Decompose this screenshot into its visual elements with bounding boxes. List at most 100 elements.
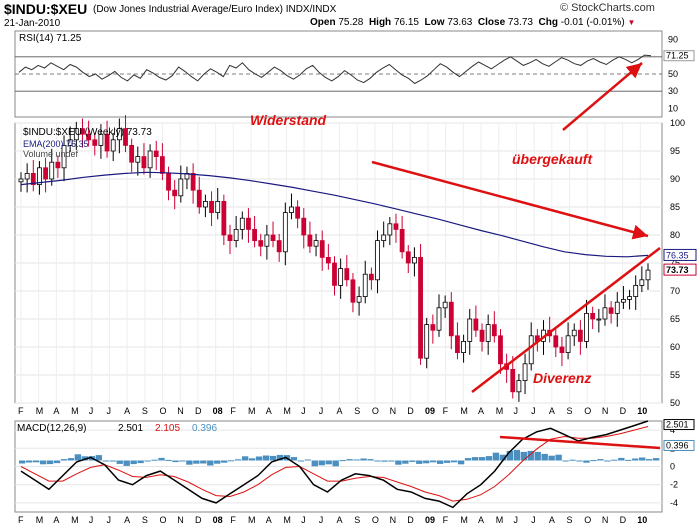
macd-x-tick-label: S [354, 515, 360, 525]
price-x-tick-label: N [177, 406, 184, 416]
candle-body [227, 234, 233, 241]
price-x-tick-label: J [513, 406, 518, 416]
macd-x-tick-label: A [337, 515, 343, 525]
macd-x-tick-label: S [567, 515, 573, 525]
macd-x-tick-label: F [18, 515, 24, 525]
macd-histogram-bar [395, 460, 402, 465]
candle-body [221, 200, 227, 236]
price-tick-label: 100 [670, 118, 685, 128]
macd-legend-name: MACD(12,26,9) [17, 423, 86, 434]
candle-body [129, 144, 135, 163]
macd-histogram-bar [555, 454, 562, 461]
stockcharts-logo: © StockCharts.com [560, 2, 655, 14]
candle-body [405, 251, 411, 264]
macd-histogram-bar [388, 460, 395, 462]
candle-body [123, 128, 128, 146]
macd-histogram-bar [95, 455, 102, 461]
macd-histogram-bar [639, 457, 646, 461]
candle-body [147, 150, 153, 169]
candle-body [18, 178, 24, 183]
candle-body [553, 335, 559, 348]
candle-body [516, 380, 522, 393]
price-x-tick-label: O [584, 406, 591, 416]
price-tick-label: 90 [670, 174, 680, 184]
macd-x-tick-label: O [160, 515, 167, 525]
macd-legend-hist: 0.396 [192, 423, 217, 434]
macd-histogram-bar [423, 460, 430, 464]
candle-body [233, 228, 239, 241]
price-legend-volume: Volume undef [23, 149, 79, 159]
macd-histogram-bar [402, 460, 409, 464]
price-x-tick-label: J [301, 406, 306, 416]
candle-body [368, 273, 374, 281]
candle-body [338, 268, 344, 286]
chart-symbol: $INDU:$XEU [4, 1, 88, 17]
candle-body [141, 156, 147, 169]
macd-histogram-bar [193, 460, 200, 464]
macd-x-tick-label: N [602, 515, 609, 525]
price-tick-label: 70 [670, 286, 680, 296]
macd-x-tick-label: A [266, 515, 272, 525]
open-value: 75.28 [338, 17, 364, 28]
candle-body [577, 329, 583, 342]
annotation-diverenz: Diverenz [533, 370, 591, 386]
price-x-tick-label: A [53, 406, 59, 416]
candle-body [381, 234, 387, 241]
candle-body [104, 133, 110, 152]
candle-body [565, 335, 571, 353]
macd-panel: 420-2-4MACD(12,26,9)2.5012.1050.3962.501… [14, 419, 695, 525]
symbol-description: (Dow Jones Industrial Average/Euro Index… [93, 4, 283, 15]
macd-signal-line [20, 426, 649, 502]
macd-histogram-bar [262, 455, 270, 461]
candle-body [442, 301, 448, 309]
price-tick-label: 60 [670, 342, 680, 352]
macd-histogram-bar [116, 460, 123, 464]
candle-body [153, 150, 159, 157]
candle-body [590, 312, 596, 320]
price-x-tick-label: O [372, 406, 379, 416]
macd-histogram-bar [137, 460, 144, 464]
price-x-tick-label: M [71, 406, 79, 416]
macd-histogram-bar [513, 449, 520, 461]
macd-histogram-bar [276, 454, 284, 461]
macd-histogram-bar [590, 460, 597, 462]
price-tick-label: 65 [670, 314, 680, 324]
macd-histogram-bar [269, 455, 277, 461]
macd-histogram-bar [499, 454, 507, 461]
candle-body [522, 363, 528, 381]
candle-body [448, 301, 454, 337]
candle-body [498, 335, 503, 365]
macd-histogram-bar [485, 456, 493, 461]
macd-histogram-bar [172, 460, 179, 463]
macd-x-tick-label: N [177, 515, 184, 525]
candle-body [608, 307, 614, 314]
candle-body [61, 144, 67, 169]
close-label: Close [477, 17, 506, 28]
macd-x-tick-label: F [230, 515, 236, 525]
price-x-tick-label: M [248, 406, 256, 416]
macd-histogram-bar [360, 458, 367, 461]
candle-body [307, 234, 313, 247]
macd-x-tick-label: O [372, 515, 379, 525]
price-x-tick-label: J [319, 406, 324, 416]
candle-body [584, 312, 589, 342]
macd-x-tick-label: A [53, 515, 59, 525]
macd-divergence-line [499, 435, 661, 450]
macd-histogram-bar [443, 460, 451, 463]
candle-body [252, 228, 257, 241]
candle-body [196, 189, 202, 208]
candle-body [479, 329, 485, 342]
macd-x-tick-label: D [620, 515, 627, 525]
price-x-tick-label: M [496, 406, 504, 416]
macd-histogram-bar [39, 460, 47, 465]
macd-histogram-bar [562, 460, 569, 462]
candle-body [159, 156, 165, 174]
macd-histogram-bar [290, 457, 298, 461]
macd-histogram-bar [311, 460, 318, 467]
price-x-tick-label: A [549, 406, 555, 416]
candle-body [430, 324, 436, 331]
macd-histogram-bar [109, 460, 116, 462]
macd-histogram-bar [102, 460, 109, 462]
close-value: 73.73 [507, 17, 533, 28]
